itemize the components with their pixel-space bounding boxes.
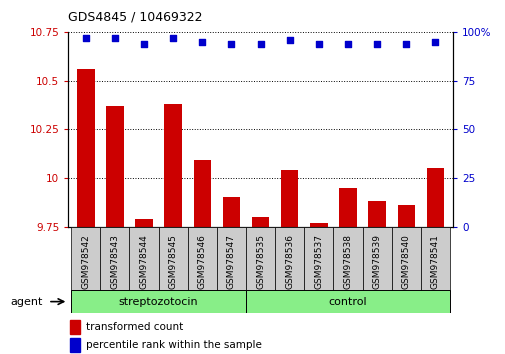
- Bar: [426, 168, 443, 227]
- Text: GSM978546: GSM978546: [197, 234, 207, 289]
- Text: GSM978541: GSM978541: [430, 234, 439, 289]
- Bar: [338, 188, 356, 227]
- Point: [140, 41, 148, 46]
- Text: GSM978539: GSM978539: [372, 234, 381, 290]
- Bar: [193, 160, 211, 227]
- Bar: [77, 69, 94, 227]
- Point: [285, 37, 293, 42]
- FancyBboxPatch shape: [245, 227, 275, 292]
- Bar: [164, 104, 182, 227]
- FancyBboxPatch shape: [245, 290, 449, 313]
- FancyBboxPatch shape: [420, 227, 449, 292]
- Text: transformed count: transformed count: [85, 322, 182, 332]
- Text: GSM978536: GSM978536: [285, 234, 293, 290]
- Text: streptozotocin: streptozotocin: [119, 297, 198, 307]
- FancyBboxPatch shape: [362, 227, 391, 292]
- Bar: [70, 338, 80, 352]
- Point: [111, 35, 119, 40]
- FancyBboxPatch shape: [333, 227, 362, 292]
- Text: GSM978542: GSM978542: [81, 234, 90, 289]
- FancyBboxPatch shape: [71, 290, 245, 313]
- Bar: [310, 223, 327, 227]
- Point: [343, 41, 351, 46]
- Point: [256, 41, 264, 46]
- Point: [227, 41, 235, 46]
- FancyBboxPatch shape: [158, 227, 187, 292]
- FancyBboxPatch shape: [187, 227, 217, 292]
- Text: agent: agent: [10, 297, 42, 307]
- Bar: [368, 201, 385, 227]
- Text: GSM978538: GSM978538: [343, 234, 352, 290]
- Point: [198, 39, 206, 44]
- Text: control: control: [328, 297, 367, 307]
- Point: [430, 39, 438, 44]
- Text: GSM978543: GSM978543: [110, 234, 119, 289]
- Bar: [397, 205, 414, 227]
- Text: GDS4845 / 10469322: GDS4845 / 10469322: [68, 10, 203, 23]
- Bar: [280, 170, 298, 227]
- Bar: [135, 219, 153, 227]
- Bar: [251, 217, 269, 227]
- FancyBboxPatch shape: [71, 227, 100, 292]
- Text: GSM978535: GSM978535: [256, 234, 265, 290]
- FancyBboxPatch shape: [391, 227, 420, 292]
- FancyBboxPatch shape: [129, 227, 158, 292]
- FancyBboxPatch shape: [304, 227, 333, 292]
- Point: [401, 41, 410, 46]
- Point: [169, 35, 177, 40]
- Text: GSM978547: GSM978547: [227, 234, 235, 289]
- FancyBboxPatch shape: [275, 227, 304, 292]
- Bar: [70, 320, 80, 334]
- Point: [82, 35, 90, 40]
- Bar: [106, 106, 123, 227]
- Text: GSM978545: GSM978545: [168, 234, 177, 289]
- FancyBboxPatch shape: [100, 227, 129, 292]
- Point: [314, 41, 322, 46]
- Bar: [222, 197, 240, 227]
- Point: [372, 41, 380, 46]
- Text: percentile rank within the sample: percentile rank within the sample: [85, 340, 261, 350]
- Text: GSM978537: GSM978537: [314, 234, 323, 290]
- FancyBboxPatch shape: [217, 227, 245, 292]
- Text: GSM978540: GSM978540: [401, 234, 410, 289]
- Text: GSM978544: GSM978544: [139, 234, 148, 289]
